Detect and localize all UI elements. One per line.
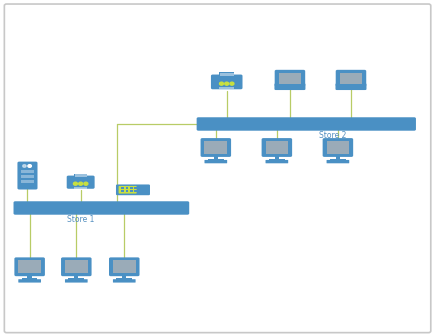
Bar	[126, 187, 128, 189]
Bar	[134, 190, 137, 192]
Bar	[126, 190, 128, 192]
FancyBboxPatch shape	[4, 4, 431, 333]
Circle shape	[73, 182, 78, 185]
FancyBboxPatch shape	[119, 186, 136, 194]
Circle shape	[84, 182, 88, 185]
Bar	[21, 175, 34, 177]
Bar	[113, 260, 136, 273]
FancyBboxPatch shape	[18, 279, 41, 283]
Circle shape	[225, 82, 228, 85]
Bar	[340, 73, 362, 84]
Bar	[134, 187, 137, 189]
FancyBboxPatch shape	[201, 138, 231, 157]
FancyBboxPatch shape	[67, 176, 95, 189]
FancyBboxPatch shape	[275, 70, 305, 87]
Bar	[330, 159, 346, 161]
Bar	[208, 159, 224, 161]
Bar	[130, 190, 133, 192]
Circle shape	[78, 182, 83, 185]
FancyBboxPatch shape	[109, 257, 140, 276]
Bar	[121, 190, 124, 192]
FancyBboxPatch shape	[113, 279, 136, 283]
Bar	[269, 159, 285, 161]
FancyBboxPatch shape	[274, 83, 306, 90]
Bar	[266, 141, 288, 154]
Bar	[18, 260, 41, 273]
Bar	[74, 174, 87, 178]
FancyBboxPatch shape	[14, 257, 45, 276]
Circle shape	[23, 165, 26, 167]
FancyBboxPatch shape	[65, 279, 88, 283]
Bar	[74, 275, 78, 279]
FancyBboxPatch shape	[323, 138, 353, 157]
FancyBboxPatch shape	[14, 201, 189, 215]
FancyBboxPatch shape	[336, 70, 366, 87]
Bar	[27, 275, 32, 279]
Bar	[21, 170, 34, 173]
Bar	[130, 187, 133, 189]
Text: Store 2: Store 2	[319, 131, 346, 140]
Circle shape	[230, 82, 234, 85]
Bar	[327, 141, 349, 154]
Bar	[75, 174, 86, 177]
FancyBboxPatch shape	[335, 83, 367, 90]
Bar	[65, 260, 88, 273]
Bar	[220, 73, 234, 76]
Bar	[121, 187, 124, 189]
FancyBboxPatch shape	[116, 184, 150, 195]
FancyBboxPatch shape	[197, 117, 416, 131]
FancyBboxPatch shape	[204, 160, 227, 163]
Text: Store 1: Store 1	[67, 215, 94, 224]
FancyBboxPatch shape	[262, 138, 292, 157]
FancyBboxPatch shape	[211, 75, 242, 89]
Bar	[204, 141, 227, 154]
Bar	[219, 72, 235, 77]
FancyBboxPatch shape	[17, 162, 37, 190]
Bar	[219, 87, 234, 89]
FancyBboxPatch shape	[327, 160, 349, 163]
FancyBboxPatch shape	[61, 257, 92, 276]
Bar	[275, 155, 279, 160]
Bar	[122, 275, 126, 279]
Bar	[279, 73, 301, 84]
Bar	[336, 155, 340, 160]
Bar	[68, 278, 84, 280]
Circle shape	[220, 82, 224, 85]
Circle shape	[28, 165, 31, 167]
FancyBboxPatch shape	[266, 160, 288, 163]
Bar	[21, 180, 34, 183]
Bar	[214, 155, 218, 160]
Bar	[116, 278, 132, 280]
Bar	[22, 278, 37, 280]
Bar	[74, 187, 87, 188]
